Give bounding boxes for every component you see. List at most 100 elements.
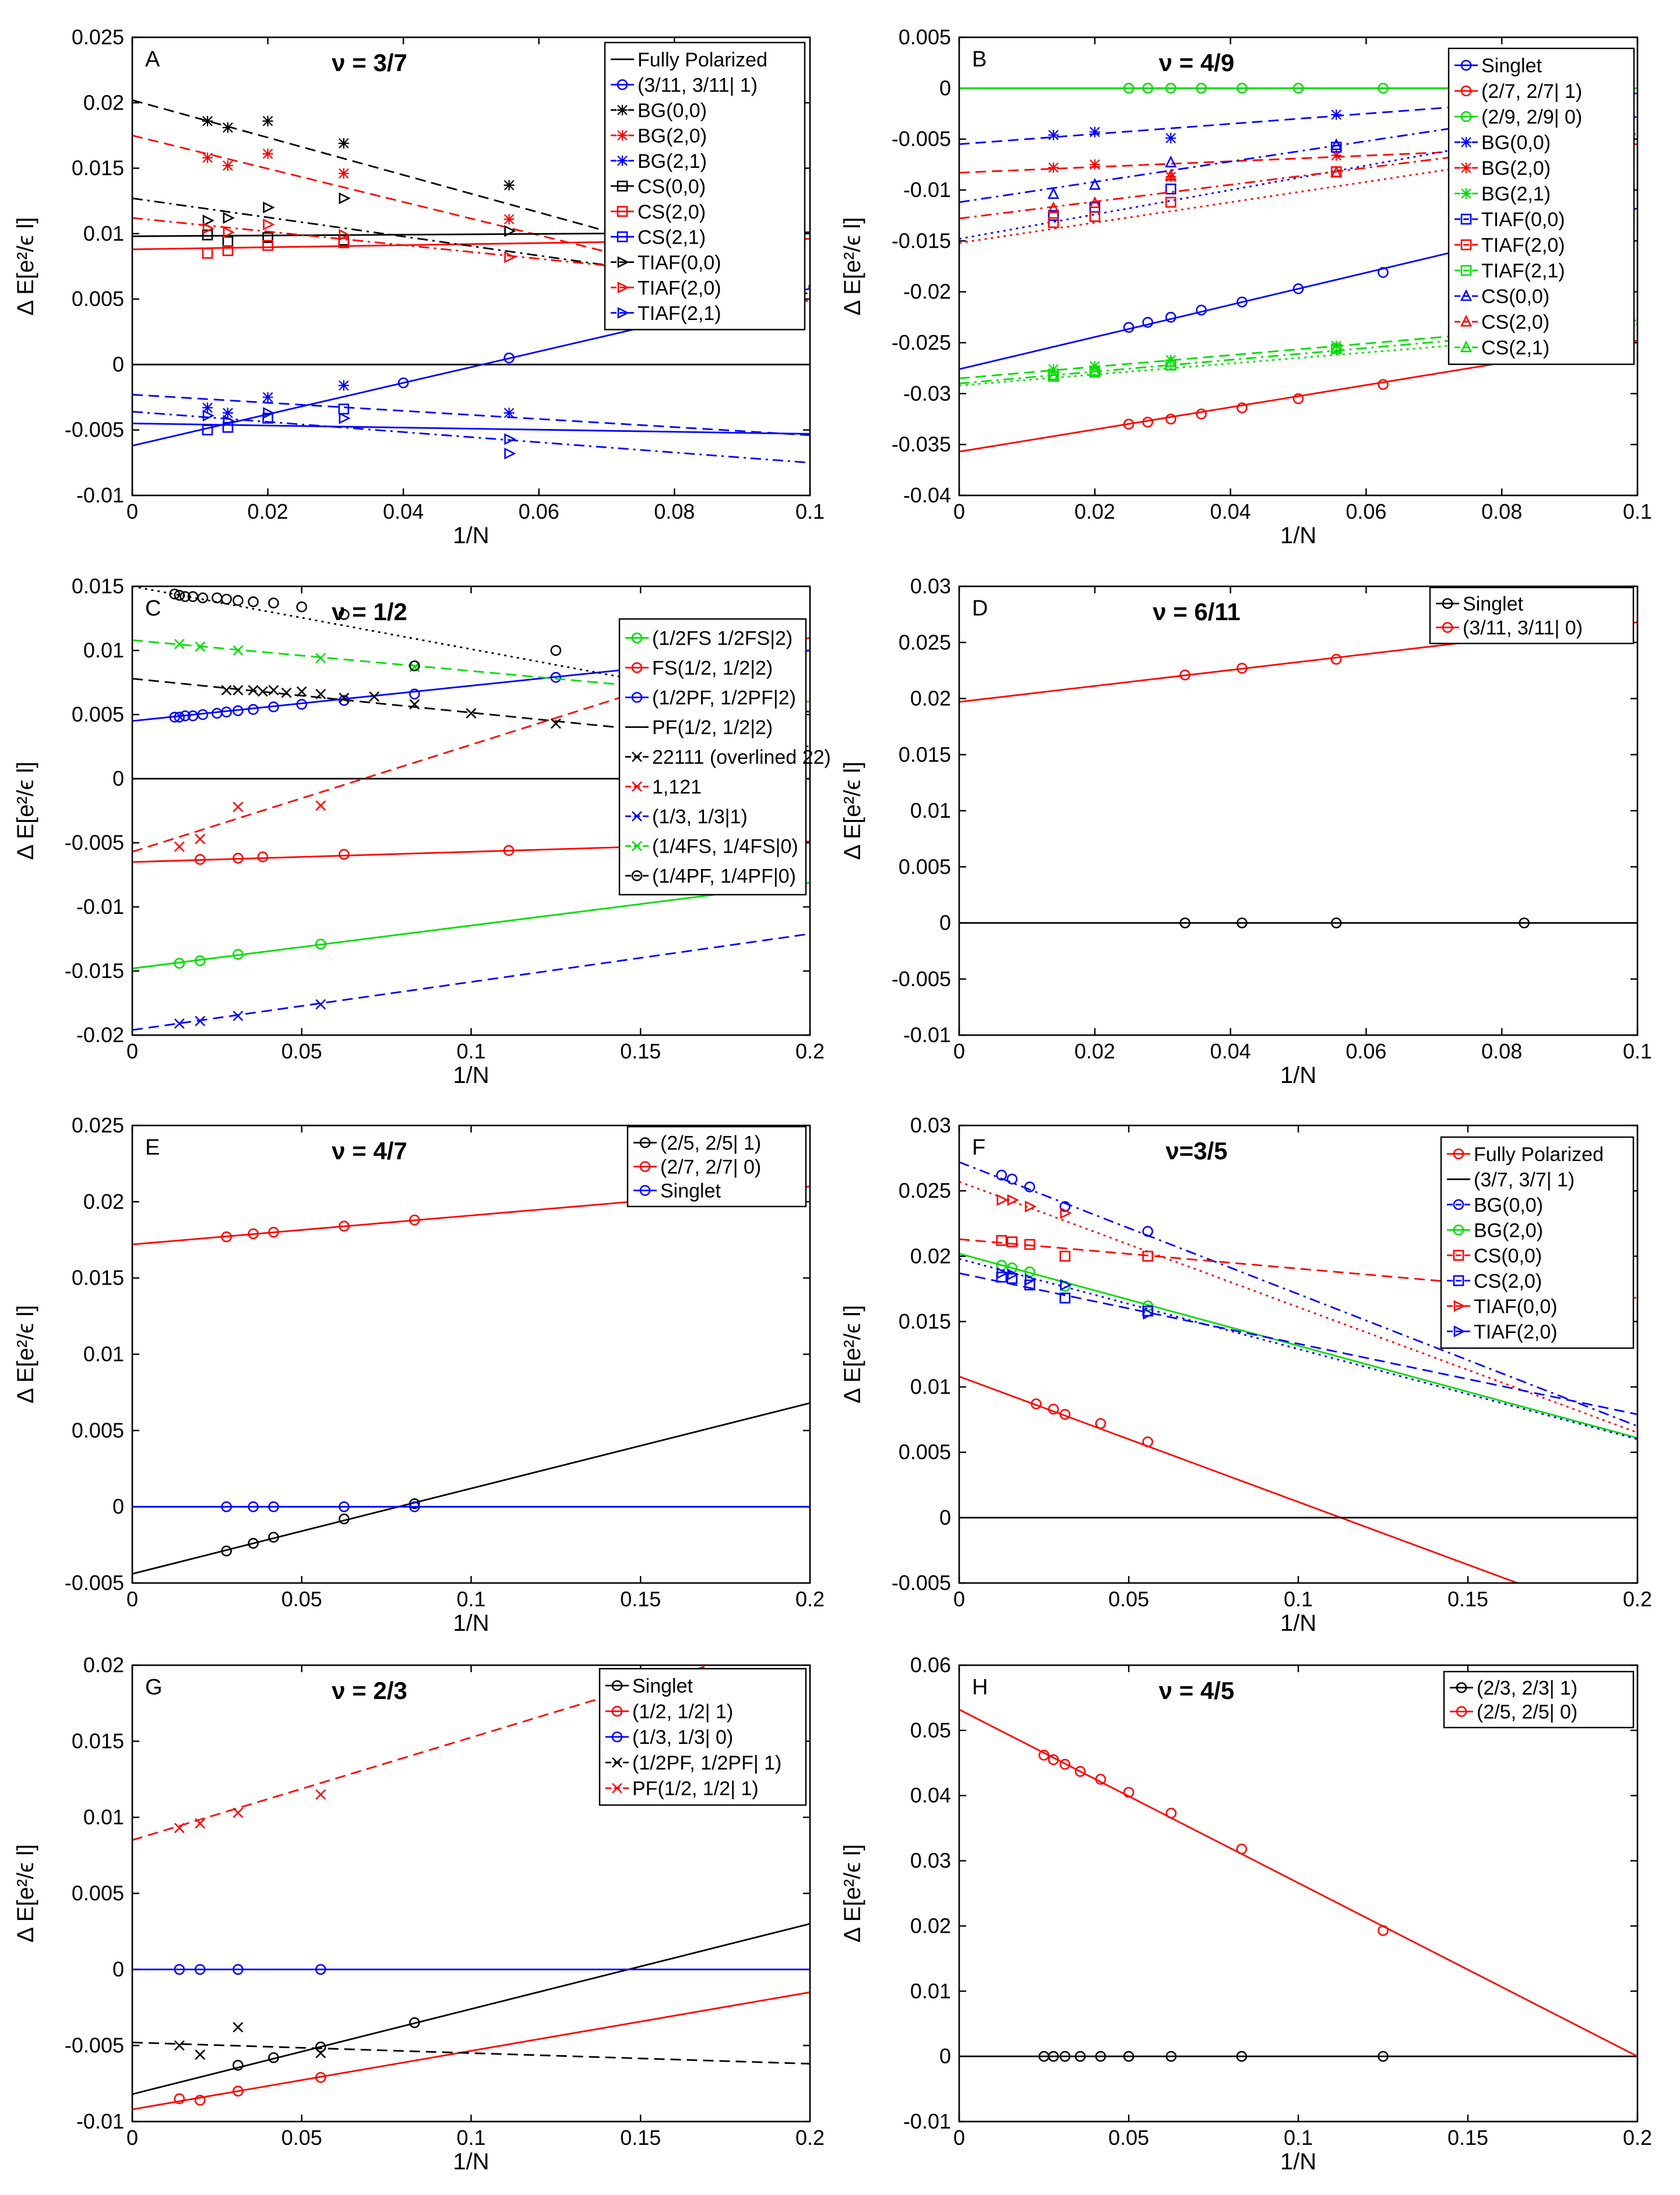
panel-a-series-3-point [222,122,233,133]
panel-f-series-8-point [1007,1268,1019,1281]
panel-b-series-11-point [1330,166,1343,178]
panel-f-letter: F [972,1135,985,1160]
panel-f-series-8-point [996,1267,1009,1279]
panel-b-series-5-point [1165,171,1177,182]
panel-c-series-8 [132,639,810,703]
panel-f-legend-marker [1453,1325,1466,1338]
panel-b-series-8-point [1165,196,1177,208]
panel-a-series-7-point [262,240,273,251]
panel-f-title: ν=3/5 [1165,1137,1227,1165]
panel-f-legend-marker [1453,1275,1464,1286]
panel-a-series-10-point [223,226,235,238]
panel-d-title: ν = 6/11 [1153,598,1241,625]
panel-g: 0 0.05 0.1 0.15 0.2 -0.01 -0.005 0 0.005 0.01 0.01… [13,1653,825,2175]
panel-h-series-1-point [1378,2050,1389,2062]
panel-a-series-4-point [262,148,273,159]
panel-h-xtick-label: 0.05 [1108,2126,1149,2150]
panel-a-series-11-point [263,407,275,419]
panel-c-series-9-point [174,590,185,601]
panel-a-series-9-point [339,192,351,205]
panel-a-legend-marker [617,130,628,141]
panel-e-legend-label: (2/7, 2/7| 0) [660,1156,761,1179]
panel-c-legend-label: 1,121 [652,776,702,798]
panel-c-series-5-point [315,688,326,699]
panel-a-series-11-point [223,414,235,427]
panel-b-legend-marker [1460,59,1472,71]
panel-c-series-1-point [233,949,244,960]
panel-d-xtick-label: 0.02 [1075,1039,1115,1063]
panel-g-series-4 [132,2022,810,2065]
panel-c-series-9-point [339,609,350,620]
panel-c-xtick-label: 0.2 [795,1039,825,1063]
panel-a-legend-marker [617,206,628,217]
panel-a-series-4-point [202,152,213,163]
panel-e-series-2-point [339,1220,350,1232]
panel-h: 0 0.05 0.1 0.15 0.2-0.0100.010.020.030.040.0… [840,1653,1652,2175]
panel-f-series-5-point [1024,1239,1036,1250]
panel-b-series-8-point [1048,217,1059,228]
panel-b-series-12 [959,323,1637,385]
panel-d-xtick-label: 0.06 [1346,1039,1386,1063]
panel-a-series-3-point [503,180,515,191]
panel-a-xtick-label: 0.04 [383,499,424,523]
panel-a-legend-label: (3/11, 3/11| 1) [638,74,758,96]
panel-h-series-2-point [1378,1925,1389,1936]
panel-d-series-1-point [1519,917,1530,928]
panel-b-series-1-point [1378,267,1389,278]
panel-a-series-9-point [263,201,275,214]
panel-f-frame [958,1124,1639,1584]
panel-b-series-11-point [1047,201,1059,213]
panel-b-ytick-label: -0.005 [892,127,951,151]
panel-h-ytick-label: -0.01 [903,2109,951,2133]
panel-e-legend: (2/5, 2/5| 1)(2/7, 2/7| 0)Singlet [626,1125,807,1208]
panel-g-series-5-point [233,1807,244,1818]
panel-b-series-4-point [1331,109,1342,120]
panel-g-legend-label: (1/2, 1/2| 1) [632,1701,733,1723]
panel-g-series-1-point [233,2060,244,2071]
panel-b-ytick-label: -0.03 [903,381,951,405]
panel-a-xtick-label: 0.02 [248,499,288,523]
panel-c-series-9-point [233,595,244,606]
panel-f-xlabel: 1/N [1280,1610,1316,1636]
panel-g-series-5-point [195,1818,206,1829]
panel-a-legend-box [604,41,806,330]
panel-b-series-2-point [1142,416,1153,428]
panel-f-series-1 [959,1376,1520,1583]
panel-b-legend-label: CS(2,1) [1481,337,1549,359]
panel-c-legend: (1/2FS 1/2FS|2) FS(1/2, 1/2|2) (1/2PF, 1/2… [618,618,831,896]
panel-d: 0 0.02 0.04 0.06 0.08 0.1 -0.01 -0.005 0 0.005 0.0… [840,574,1652,1088]
panel-b-series-10-point [1330,138,1343,150]
panel-b-legend-label: TIAF(2,0) [1481,234,1565,256]
panel-a-series-4-point [503,214,515,225]
panel-c-series-6-point [233,801,244,812]
panel-a-letter: A [145,47,160,72]
panel-e-ytick-label: 0.01 [83,1342,124,1366]
panel-f-series-5-point [1142,1250,1153,1262]
panel-f-xtick-label: 0.1 [1284,1587,1313,1611]
panel-c-series-1-point [194,955,206,966]
panel-c-series-8-point [315,653,326,664]
panel-g-legend-marker [611,1705,623,1717]
panel-f-series-7-point [1007,1194,1019,1206]
panel-f-series-5-point [1059,1250,1070,1262]
panel-d-ytick-label: 0.02 [910,687,951,710]
panel-a-xtick-label: 0.06 [519,499,559,523]
panel-b-xtick-label: 0.1 [1623,499,1652,523]
panel-h-ytick-label: 0.03 [910,1849,951,1873]
panel-g-ytick-label: 0.005 [72,1881,124,1905]
panel-b-frame [958,36,1639,497]
panel-c-series-6-point [174,841,185,852]
panel-a-series-5-point [503,407,515,418]
panel-b-series-9-fit-line [959,329,1637,386]
panel-g-data [132,1665,810,2110]
panel-d-series-1-point [1330,917,1342,928]
panel-b-legend-label: CS(0,0) [1481,286,1549,308]
panel-f-xtick-label: 0.15 [1447,1587,1488,1611]
panel-h-xtick-label: 0.1 [1284,2126,1313,2150]
panel-c-legend-label: PF(1/2, 1/2|2) [652,717,773,739]
panel-c-series-5-point [339,692,350,703]
panel-e-data [132,1186,810,1575]
panel-c-series-9 [132,586,810,713]
panel-c-series-7-point [195,1015,206,1026]
panel-b-series-4-point [1089,126,1100,138]
